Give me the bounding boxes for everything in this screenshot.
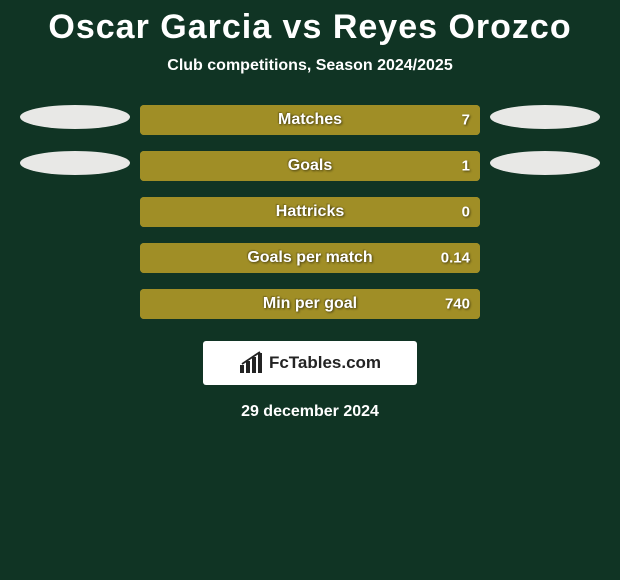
footer-date: 29 december 2024 <box>241 403 379 421</box>
stat-label: Goals per match <box>247 249 372 267</box>
right-player-col <box>480 105 610 197</box>
stat-row: Matches 7 <box>140 105 480 135</box>
player-slot <box>20 105 130 129</box>
stat-row: Goals per match 0.14 <box>140 243 480 273</box>
stat-value: 0.14 <box>441 250 470 267</box>
stat-label: Matches <box>278 111 342 129</box>
player-slot <box>20 151 130 175</box>
stat-value: 740 <box>445 296 470 313</box>
stat-label: Goals <box>288 157 332 175</box>
left-player-col <box>10 105 140 197</box>
stats-bars: Matches 7 Goals 1 Hattricks 0 Goals per match 0… <box>140 105 480 335</box>
stats-area: Matches 7 Goals 1 Hattricks 0 Goals per match 0… <box>0 105 620 335</box>
stat-value: 1 <box>462 158 470 175</box>
brand-text: FcTables.com <box>269 353 381 373</box>
player-slot <box>490 151 600 175</box>
brand-box: FcTables.com <box>203 341 417 385</box>
stat-row: Hattricks 0 <box>140 197 480 227</box>
player-slot <box>490 105 600 129</box>
fctables-icon <box>239 351 265 375</box>
page-subtitle: Club competitions, Season 2024/2025 <box>167 57 452 75</box>
stat-row: Min per goal 740 <box>140 289 480 319</box>
page-title: Oscar Garcia vs Reyes Orozco <box>48 8 571 47</box>
stat-value: 7 <box>462 112 470 129</box>
stat-value: 0 <box>462 204 470 221</box>
stat-label: Min per goal <box>263 295 357 313</box>
stat-label: Hattricks <box>276 203 344 221</box>
stat-row: Goals 1 <box>140 151 480 181</box>
